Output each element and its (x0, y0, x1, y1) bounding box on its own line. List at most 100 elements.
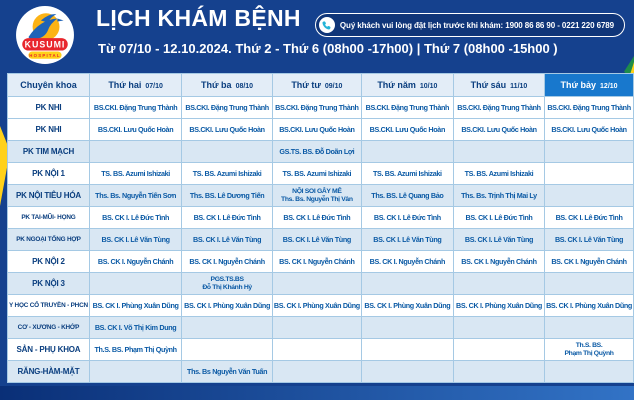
doctor-cell (181, 316, 273, 339)
doctor-cell (271, 338, 362, 361)
day-column-header: Thứ sáu 11/10 (452, 73, 546, 97)
table-row: PK TIM MẠCH GS.TS. BS. Đỗ Doãn Lợi (7, 140, 634, 163)
doctor-cell: BS.CKI. Lưu Quốc Hoàn (360, 118, 454, 141)
day-column-header: Thứ hai 07/10 (88, 73, 183, 97)
date-label: 07/10 (145, 83, 163, 90)
doctor-cell: GS.TS. BS. Đỗ Doãn Lợi (271, 140, 362, 163)
doctor-cell: Ths. BS. Lê Dương Tiến (181, 184, 273, 207)
doctor-cell: BS.CKI. Lưu Quốc Hoàn (88, 118, 183, 141)
specialty-cell: PK NỘI 1 (7, 162, 90, 185)
doctor-cell: TS. BS. Azumi Ishizaki (360, 162, 454, 185)
date-label: 08/10 (235, 83, 254, 90)
day-column-header: Thứ ba 08/10 (181, 73, 273, 97)
doctor-cell (544, 360, 634, 383)
doctor-cell: BS.CKI. Lưu Quốc Hoàn (181, 118, 273, 141)
doctor-cell: Th.S. BS. Phạm Thị Quỳnh (88, 338, 183, 361)
doctor-cell (544, 184, 634, 207)
doctor-cell (452, 140, 546, 163)
doctor-cell (452, 272, 546, 295)
doctor-cell: NỘI SOI GÂY MÊ Ths. Bs. Nguyễn Thị Vân (271, 184, 362, 207)
table-row: SẢN - PHỤ KHOA Th.S. BS. Phạm Thị Quỳnh Th… (7, 338, 634, 361)
doctor-cell (544, 316, 634, 339)
doctor-cell (360, 140, 454, 163)
doctor-cell (544, 140, 634, 163)
doctor-cell (88, 272, 183, 295)
table-row: PK NHI BS.CKI. Lưu Quốc Hoàn BS.CKI. Lưu Q… (7, 118, 634, 141)
top-banner: KUSUMI HOSPITAL LỊCH KHÁM BỆNH Từ 07/10 … (0, 0, 634, 73)
day-label: Thứ tư (291, 80, 321, 90)
bottom-band (0, 386, 634, 400)
table-row: PK NGOẠI TỔNG HỢP BS. CK I. Lê Văn Tùng BS… (7, 228, 634, 251)
doctor-cell: Ths. Bs. Nguyễn Tiến Sơn (88, 184, 183, 207)
doctor-cell: BS. CK I. Lê Văn Tùng (88, 228, 183, 251)
doctor-cell (88, 140, 183, 163)
day-label: Thứ hai (108, 80, 142, 90)
booking-hotline-pill: Quý khách vui lòng đặt lịch trước khi kh… (314, 13, 625, 37)
specialty-cell: CƠ - XƯƠNG - KHỚP (7, 316, 90, 339)
logo-subname: HOSPITAL (29, 53, 61, 58)
doctor-cell: PGS.TS.BS Đỗ Thị Khánh Hỷ (181, 272, 273, 295)
doctor-cell: BS. CK I. Phùng Xuân Dũng (544, 294, 634, 317)
doctor-cell (544, 162, 634, 185)
table-row: PK TAI-MŨI- HỌNG BS. CK I. Lê Đức Tình BS.… (7, 206, 634, 229)
day-label: Thứ sáu (470, 80, 507, 90)
date-label: 11/10 (510, 83, 528, 90)
hospital-logo: KUSUMI HOSPITAL (16, 6, 74, 64)
doctor-cell: TS. BS. Azumi Ishizaki (181, 162, 273, 185)
specialty-cell: PK NỘI 2 (7, 250, 90, 273)
day-column-header: Thứ bảy 12/10 (544, 73, 634, 97)
doctor-cell: BS. CK I. Nguyễn Chánh (544, 250, 634, 273)
specialty-cell: PK TAI-MŨI- HỌNG (7, 206, 90, 229)
specialty-cell: PK NGOẠI TỔNG HỢP (7, 228, 90, 251)
doctor-cell (271, 316, 362, 339)
doctor-cell: Ths. BS. Lê Quang Bảo (360, 184, 454, 207)
specialty-cell: PK NHI (7, 118, 90, 141)
green-arrow-decoration (624, 56, 634, 82)
doctor-cell (181, 338, 273, 361)
doctor-cell: BS. CK I. Phùng Xuân Dũng (88, 294, 183, 317)
table-row: PK NỘI 1 TS. BS. Azumi Ishizaki TS. BS. Az… (7, 162, 634, 185)
doctor-cell: BS. CK I. Phùng Xuân Dũng (360, 294, 454, 317)
table-row: PK NỘI 3 PGS.TS.BS Đỗ Thị Khánh Hỷ (7, 272, 634, 295)
specialty-cell: PK NỘI TIÊU HÓA (7, 184, 90, 207)
specialty-cell: SẢN - PHỤ KHOA (7, 338, 90, 361)
day-column-header: Thứ năm 10/10 (360, 73, 454, 97)
doctor-cell (271, 272, 362, 295)
date-range: Từ 07/10 - 12.10.2024. Thứ 2 - Thứ 6 (08… (98, 41, 558, 56)
doctor-cell: BS. CK I. Lê Đức Tình (360, 206, 454, 229)
doctor-cell (452, 338, 546, 361)
doctor-cell (360, 316, 454, 339)
doctor-cell (181, 140, 273, 163)
specialty-cell: PK NỘI 3 (7, 272, 90, 295)
doctor-cell: BS. CK I. Nguyễn Chánh (271, 250, 362, 273)
doctor-cell: BS. CK I. Nguyễn Chánh (452, 250, 546, 273)
table-row: PK NHI BS.CKI. Đặng Trung Thành BS.CKI. Đặ… (7, 96, 634, 119)
doctor-cell (88, 360, 183, 383)
doctor-cell: BS.CKI. Đặng Trung Thành (271, 96, 362, 119)
logo-name: KUSUMI (25, 39, 66, 49)
doctor-cell: Ths. Bs. Trịnh Thị Mai Ly (452, 184, 546, 207)
doctor-cell: TS. BS. Azumi Ishizaki (452, 162, 546, 185)
crane-bird-icon (28, 14, 64, 40)
doctor-cell: BS. CK I. Lê Đức Tình (181, 206, 273, 229)
specialty-cell: RĂNG-HÀM-MẶT (7, 360, 90, 383)
schedule-table: Chuyên khoa Thứ hai 07/10 Thứ ba 08/10 Thứ tư… (7, 73, 634, 383)
doctor-cell (360, 360, 454, 383)
specialty-cell: Y HỌC CỔ TRUYỀN - PHCN (7, 294, 90, 317)
doctor-cell: BS.CKI. Lưu Quốc Hoàn (271, 118, 362, 141)
doctor-cell: BS. CK I. Phùng Xuân Dũng (271, 294, 362, 317)
specialty-cell: PK NHI (7, 96, 90, 119)
doctor-cell: BS.CKI. Đặng Trung Thành (360, 96, 454, 119)
table-row: CƠ - XƯƠNG - KHỚP BS. CK I. Võ Thị Kim Du… (7, 316, 634, 339)
doctor-cell: BS. CK I. Lê Văn Tùng (181, 228, 273, 251)
doctor-cell: TS. BS. Azumi Ishizaki (271, 162, 362, 185)
doctor-cell (360, 338, 454, 361)
date-label: 12/10 (600, 83, 618, 90)
doctor-cell: BS. CK I. Nguyễn Chánh (360, 250, 454, 273)
page-title: LỊCH KHÁM BỆNH (96, 5, 301, 31)
doctor-cell: BS. CK I. Võ Thị Kim Dung (88, 316, 183, 339)
day-label: Thứ ba (201, 80, 232, 90)
table-row: RĂNG-HÀM-MẶT Ths. Bs Nguyễn Văn Tuấn (7, 360, 634, 383)
day-label: Thứ bảy (560, 80, 597, 90)
table-row: PK NỘI 2 BS. CK I. Nguyễn Chánh BS. CK I. … (7, 250, 634, 273)
